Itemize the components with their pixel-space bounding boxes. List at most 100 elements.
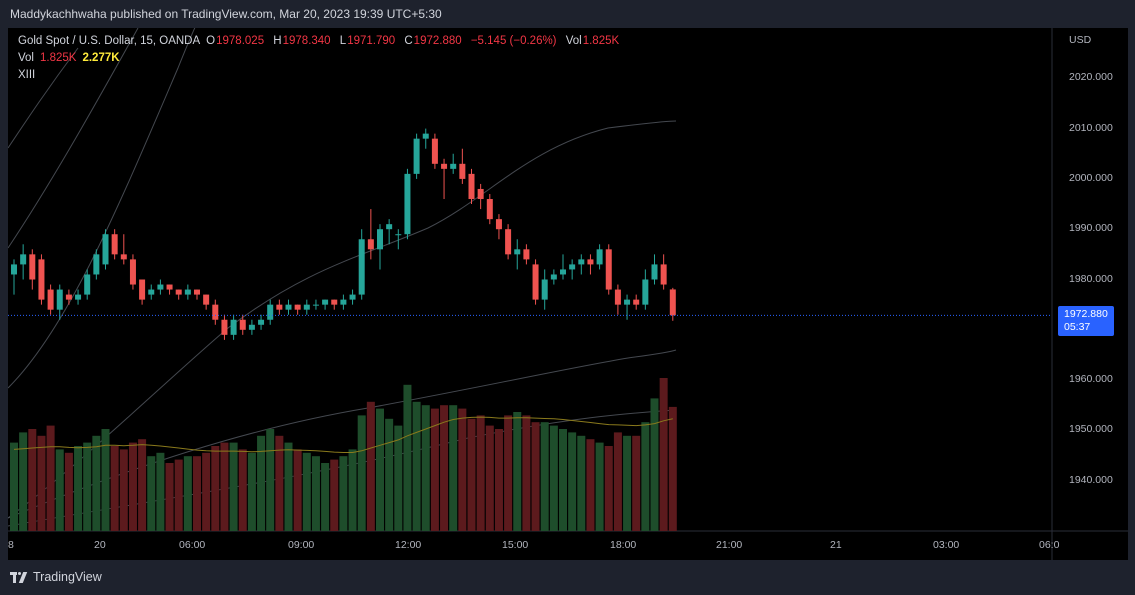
indicator-label: XIII — [18, 69, 36, 81]
candle-body[interactable] — [303, 304, 310, 310]
candle-body[interactable] — [514, 249, 521, 255]
volume-bar — [476, 415, 485, 531]
candle-body[interactable] — [569, 264, 576, 270]
candle-body[interactable] — [651, 264, 658, 280]
candle-body[interactable] — [139, 279, 146, 300]
price-tick-label: 2020.000 — [1069, 71, 1113, 84]
candle-body[interactable] — [102, 234, 109, 265]
candle-body[interactable] — [422, 133, 429, 139]
volume-bar — [467, 418, 476, 531]
candle-body[interactable] — [248, 324, 255, 330]
candle-body[interactable] — [413, 138, 420, 174]
candle-body[interactable] — [523, 249, 530, 260]
candle-body[interactable] — [459, 163, 466, 179]
candle-body[interactable] — [349, 294, 356, 300]
candle-body[interactable] — [120, 254, 127, 260]
candle-body[interactable] — [642, 279, 649, 305]
candle-body[interactable] — [221, 319, 228, 335]
candle-body[interactable] — [468, 173, 475, 200]
candle-body[interactable] — [148, 289, 155, 295]
volume-bar — [64, 452, 73, 531]
candle-body[interactable] — [212, 304, 219, 320]
candle-body[interactable] — [258, 319, 265, 325]
candle-body[interactable] — [395, 234, 402, 236]
symbol-title[interactable]: Gold Spot / U.S. Dollar, 15, OANDA — [18, 35, 201, 47]
candle-body[interactable] — [624, 299, 631, 305]
candle-body[interactable] — [358, 239, 365, 295]
volume-bar — [412, 401, 421, 531]
candle-body[interactable] — [65, 294, 72, 300]
high-label: H — [273, 35, 282, 47]
volume-bar — [494, 429, 503, 531]
candle-body[interactable] — [660, 264, 667, 285]
candle-body[interactable] — [614, 289, 621, 305]
candle-body[interactable] — [166, 284, 173, 290]
candle-body[interactable] — [331, 299, 338, 305]
candle-body[interactable] — [605, 249, 612, 290]
time-tick-label: 06:0 — [1039, 539, 1060, 551]
volume-bar — [430, 408, 439, 531]
candle-body[interactable] — [587, 259, 594, 265]
candle-body[interactable] — [267, 304, 274, 320]
candle-body[interactable] — [441, 163, 448, 169]
volume-bar — [339, 456, 348, 531]
volume-bar — [330, 459, 339, 531]
candle-body[interactable] — [230, 319, 237, 335]
candle-body[interactable] — [322, 299, 329, 305]
candle-body[interactable] — [560, 269, 566, 275]
candle-body[interactable] — [386, 224, 393, 230]
tradingview-logo-icon — [10, 571, 28, 583]
legend-indicator-row[interactable]: XIII — [18, 67, 625, 84]
candle-body[interactable] — [495, 219, 502, 230]
candle-body[interactable] — [505, 229, 512, 255]
candle-body[interactable] — [175, 289, 182, 295]
volume-bar — [183, 456, 192, 531]
chart-pane[interactable]: Gold Spot / U.S. Dollar, 15, OANDA O1978… — [8, 28, 1128, 560]
candle-body[interactable] — [239, 319, 246, 330]
candle-body[interactable] — [184, 289, 191, 295]
candle-body[interactable] — [578, 259, 585, 265]
candle-body[interactable] — [477, 188, 484, 200]
candle-body[interactable] — [194, 289, 200, 295]
volume-bar — [485, 425, 494, 531]
volume-bar — [238, 449, 247, 531]
candle-body[interactable] — [93, 254, 100, 275]
candle-body[interactable] — [276, 304, 283, 310]
candle-body[interactable] — [367, 239, 374, 250]
time-tick-label: 09:00 — [288, 539, 315, 551]
candle-body[interactable] — [633, 299, 640, 305]
candle-body[interactable] — [285, 304, 292, 310]
candle-body[interactable] — [111, 234, 118, 255]
candle-body[interactable] — [11, 264, 17, 275]
candle-body[interactable] — [75, 294, 82, 300]
candle-body[interactable] — [20, 254, 27, 265]
last-price-tag[interactable]: 1972.880 05:37 — [1058, 306, 1114, 337]
candle-body[interactable] — [129, 259, 136, 285]
candle-body[interactable] — [486, 199, 493, 220]
candle-body[interactable] — [29, 254, 36, 280]
candle-body[interactable] — [294, 304, 301, 310]
candle-body[interactable] — [669, 289, 676, 316]
candle-body[interactable] — [47, 289, 54, 310]
candle-body[interactable] — [56, 289, 63, 310]
volume-bar — [74, 446, 83, 531]
legend-volume-row[interactable]: Vol 1.825K 2.277K — [18, 50, 625, 67]
candle-body[interactable] — [550, 274, 557, 280]
price-chart[interactable] — [8, 28, 1128, 560]
tradingview-brand[interactable]: TradingView — [10, 570, 102, 584]
candle-body[interactable] — [404, 173, 411, 235]
candle-body[interactable] — [532, 264, 539, 300]
volume-bar — [559, 429, 567, 531]
candle-body[interactable] — [541, 279, 548, 300]
candle-body[interactable] — [596, 249, 603, 265]
candle-body[interactable] — [450, 163, 457, 169]
chart-legend: Gold Spot / U.S. Dollar, 15, OANDA O1978… — [18, 33, 625, 84]
candle-body[interactable] — [203, 294, 210, 305]
candle-body[interactable] — [377, 229, 383, 250]
candle-body[interactable] — [431, 138, 438, 164]
candle-body[interactable] — [157, 284, 164, 290]
candle-body[interactable] — [340, 299, 347, 305]
candle-body[interactable] — [312, 304, 319, 306]
candle-body[interactable] — [84, 274, 91, 295]
candle-body[interactable] — [38, 259, 45, 300]
